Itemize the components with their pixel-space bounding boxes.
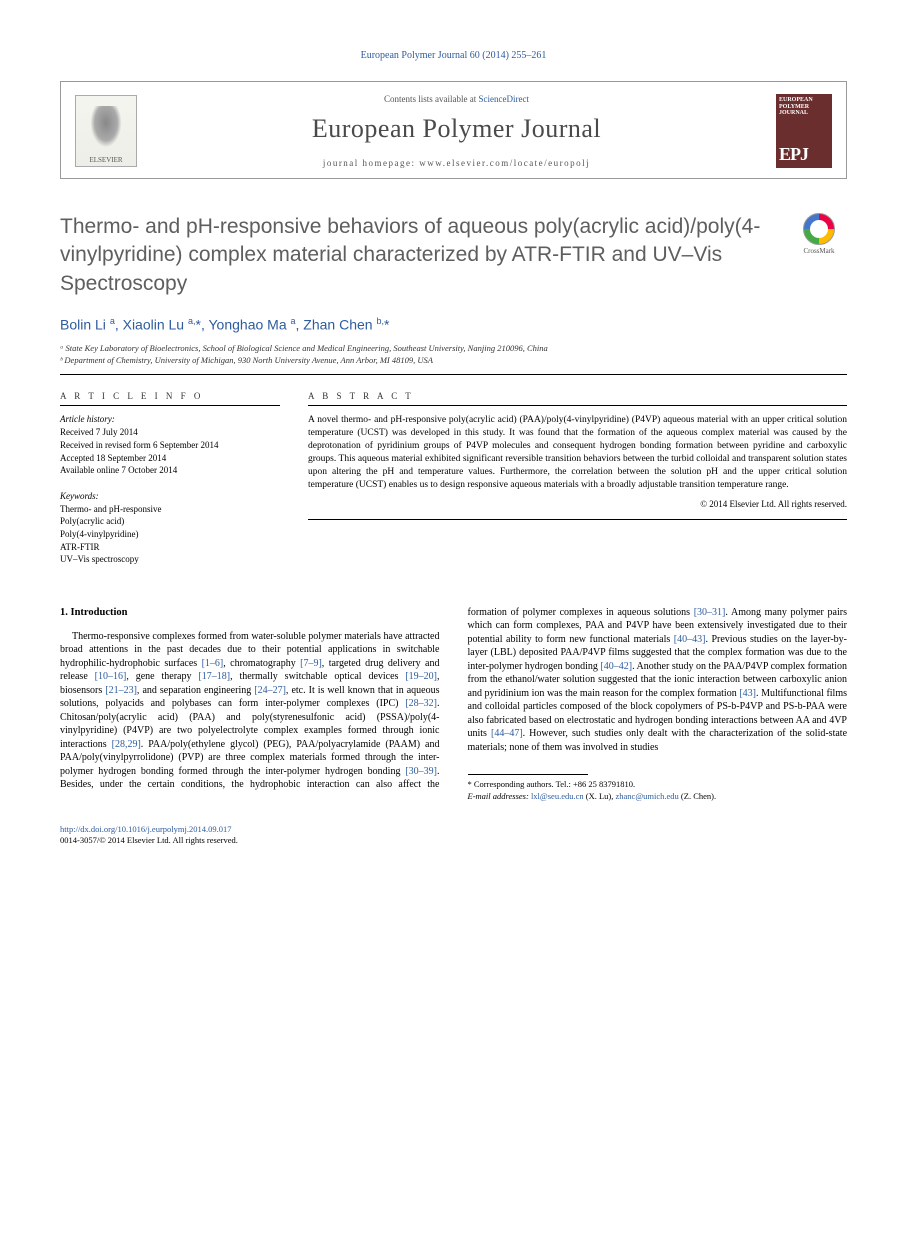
divider [60, 374, 847, 375]
homepage-line: journal homepage: www.elsevier.com/locat… [151, 158, 762, 168]
citation-link[interactable]: [7–9] [300, 658, 322, 669]
keyword: UV–Vis spectroscopy [60, 553, 280, 566]
divider [60, 405, 280, 406]
crossmark-icon [803, 213, 835, 245]
elsevier-logo: ELSEVIER [75, 95, 137, 167]
article-info-heading: A R T I C L E I N F O [60, 391, 280, 401]
abstract-text: A novel thermo- and pH-responsive poly(a… [308, 414, 847, 491]
author-list: Bolin Li a, Xiaolin Lu a,*, Yonghao Ma a… [60, 316, 847, 333]
keyword: Thermo- and pH-responsive [60, 503, 280, 516]
contents-prefix: Contents lists available at [384, 94, 478, 104]
email-line: E-mail addresses: lxl@seu.edu.cn (X. Lu)… [468, 791, 848, 802]
section-heading: 1. Introduction [60, 606, 440, 620]
citation-link[interactable]: [1–6] [202, 658, 224, 669]
citation-link[interactable]: [28,29] [112, 739, 141, 750]
email-link-2[interactable]: zhanc@umich.edu [616, 791, 679, 801]
affiliation-b: ᵇ Department of Chemistry, University of… [60, 355, 847, 367]
citation-link[interactable]: [17–18] [198, 671, 230, 682]
homepage-prefix: journal homepage: [323, 158, 419, 168]
citation-link[interactable]: [43] [739, 688, 756, 699]
affiliation-a: ᵃ State Key Laboratory of Bioelectronics… [60, 343, 847, 355]
email-link-1[interactable]: lxl@seu.edu.cn [531, 791, 584, 801]
citation-link[interactable]: [44–47] [491, 728, 523, 739]
citation-link[interactable]: [19–20] [405, 671, 437, 682]
journal-cover-thumbnail: EUROPEAN POLYMER JOURNAL EPJ [776, 94, 832, 168]
citation-link[interactable]: [40–43] [674, 634, 706, 645]
history-heading: Article history: [60, 414, 280, 424]
email-label: E-mail addresses: [468, 791, 531, 801]
abstract-column: A B S T R A C T A novel thermo- and pH-r… [308, 391, 847, 565]
crossmark-badge[interactable]: CrossMark [791, 213, 847, 255]
affiliations: ᵃ State Key Laboratory of Bioelectronics… [60, 343, 847, 367]
abstract-heading: A B S T R A C T [308, 391, 847, 401]
email-owner-1: (X. Lu), [584, 791, 616, 801]
issn-copyright: 0014-3057/© 2014 Elsevier Ltd. All right… [60, 835, 238, 845]
homepage-url[interactable]: www.elsevier.com/locate/europolj [419, 158, 590, 168]
keyword: Poly(acrylic acid) [60, 515, 280, 528]
contents-list-line: Contents lists available at ScienceDirec… [151, 94, 762, 104]
footer-bar: http://dx.doi.org/10.1016/j.eurpolymj.20… [60, 824, 847, 846]
journal-name: European Polymer Journal [151, 114, 762, 144]
footnotes: * Corresponding authors. Tel.: +86 25 83… [468, 779, 848, 802]
elsevier-label: ELSEVIER [89, 156, 122, 164]
citation-link[interactable]: [30–31] [694, 607, 726, 618]
corresponding-author-note: * Corresponding authors. Tel.: +86 25 83… [468, 779, 848, 790]
citation-link[interactable]: [30–39] [405, 766, 437, 777]
crossmark-label: CrossMark [803, 247, 834, 255]
sciencedirect-link[interactable]: ScienceDirect [479, 94, 529, 104]
abstract-copyright: © 2014 Elsevier Ltd. All rights reserved… [308, 499, 847, 509]
journal-reference: European Polymer Journal 60 (2014) 255–2… [60, 50, 847, 61]
history-item: Available online 7 October 2014 [60, 464, 280, 477]
intro-paragraph: Thermo-responsive complexes formed from … [60, 606, 847, 802]
history-item: Received 7 July 2014 [60, 426, 280, 439]
article-title: Thermo- and pH-responsive behaviors of a… [60, 213, 771, 298]
citation-link[interactable]: [40–42] [600, 661, 632, 672]
keyword: Poly(4-vinylpyridine) [60, 528, 280, 541]
citation-link[interactable]: [10–16] [95, 671, 127, 682]
article-info-column: A R T I C L E I N F O Article history: R… [60, 391, 280, 565]
footnote-separator [468, 774, 588, 775]
history-item: Accepted 18 September 2014 [60, 452, 280, 465]
cover-epj: EPJ [779, 144, 829, 165]
doi-link[interactable]: http://dx.doi.org/10.1016/j.eurpolymj.20… [60, 824, 232, 834]
keyword: ATR-FTIR [60, 541, 280, 554]
citation-link[interactable]: [24–27] [254, 685, 286, 696]
citation-link[interactable]: [21–23] [105, 685, 137, 696]
history-item: Received in revised form 6 September 201… [60, 439, 280, 452]
divider [308, 405, 847, 406]
cover-title: EUROPEAN POLYMER JOURNAL [779, 97, 829, 117]
citation-link[interactable]: [28–32] [405, 698, 437, 709]
journal-header: ELSEVIER Contents lists available at Sci… [60, 81, 847, 179]
body-text: 1. Introduction Thermo-responsive comple… [60, 606, 847, 802]
keywords-heading: Keywords: [60, 491, 280, 501]
divider [308, 519, 847, 520]
tree-icon [86, 106, 126, 154]
email-owner-2: (Z. Chen). [679, 791, 716, 801]
